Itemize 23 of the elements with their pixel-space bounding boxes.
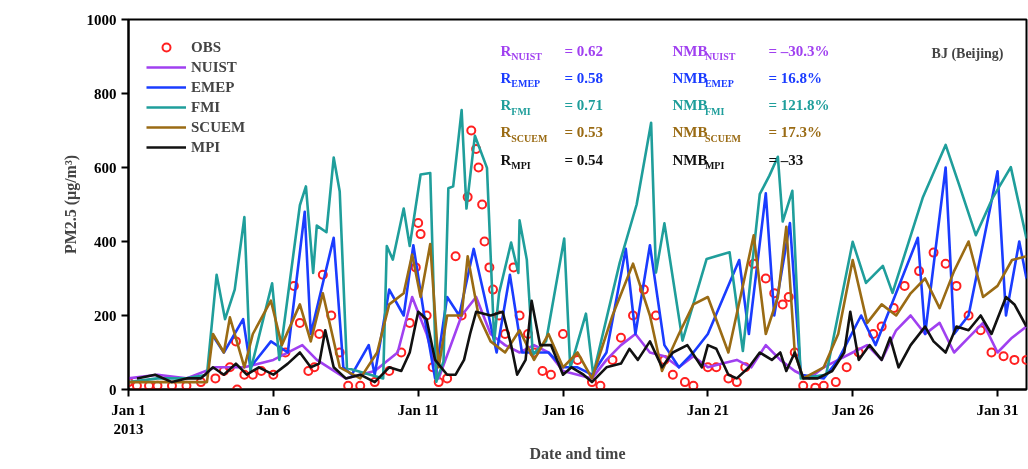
x-tick-label: Jan 21 — [686, 401, 729, 418]
legend-label: NUIST — [191, 58, 237, 76]
legend-label: FMI — [191, 98, 221, 116]
legend-label: MPI — [191, 138, 221, 156]
text: BJ (Beijing) — [931, 46, 1004, 62]
y-tick-label: 400 — [94, 233, 117, 250]
y-tick-label: 800 — [94, 85, 117, 102]
x-tick-label: Jan 11 — [397, 401, 439, 418]
x-tick-label: Jan 26 — [831, 401, 875, 418]
y-tick-label: 0 — [109, 381, 117, 398]
y-axis-title: PM2.5 (μg/m³) — [61, 154, 80, 255]
x-axis-title: Date and time — [529, 444, 626, 462]
line-series — [128, 225, 1027, 384]
x-tick-label: Jan 16 — [541, 401, 585, 418]
y-tick-label: 1000 — [86, 11, 117, 28]
legend-label: EMEP — [191, 78, 235, 96]
y-tick-label: 200 — [94, 307, 117, 324]
x-tick-label: Jan 31 — [976, 401, 1019, 418]
x-tick-label: Jan 6 — [256, 401, 292, 418]
y-tick-label: 600 — [94, 159, 117, 176]
legend-label: OBS — [191, 38, 222, 56]
x-tick-label: Jan 1 2013 — [111, 401, 146, 437]
legend-label: SCUEM — [191, 118, 246, 136]
